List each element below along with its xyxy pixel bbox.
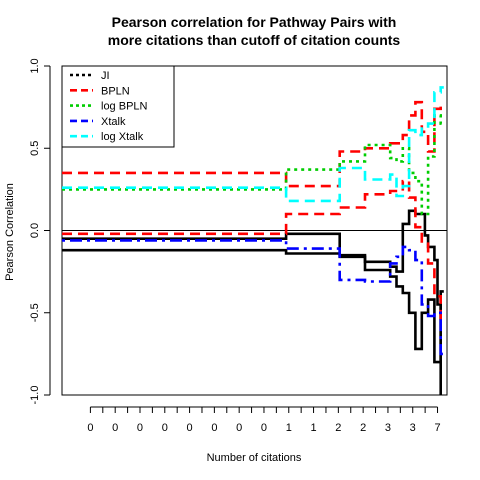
legend-box [61,65,175,148]
x-tick-label-8: 1 [286,422,292,434]
legend-label-4: log Xtalk [101,131,144,143]
x-axis-label: Number of citations [207,452,302,464]
x-tick-label-5: 0 [211,422,217,434]
series-line-6 [62,86,444,203]
x-tick-label-9: 1 [310,422,316,434]
x-tick-label-3: 0 [162,422,168,434]
x-tick-label-10: 2 [335,422,341,434]
x-tick-label-14: 7 [434,422,440,434]
legend-label-1: BPLN [101,85,130,97]
x-tick-label-6: 0 [236,422,242,434]
y-axis-label: Pearson Correlation [4,183,16,281]
y-tick-label-3: 0.5 [29,141,41,156]
legend-label-3: Xtalk [101,116,126,128]
x-tick-label-13: 3 [410,422,416,434]
plot-area: -1.0 -0.5 0.0 0.5 1.0 0 0 0 0 0 0 0 0 1 1 2 2 3 3 7 JI BPLN lo… [29,58,448,434]
series-line-5 [62,239,444,356]
x-tick-label-11: 2 [360,422,366,434]
y-tick-label-4: 1.0 [29,58,41,73]
series-line-4 [62,114,444,216]
x-tick-label-4: 0 [187,422,193,434]
chart-title-line-1: Pearson correlation for Pathway Pairs wi… [112,14,397,30]
series-line-1 [62,248,444,364]
series-line-3 [62,179,444,323]
x-tick-label-1: 0 [112,422,118,434]
y-tick-label-2: 0.0 [29,223,41,238]
x-tick-label-0: 0 [87,422,93,434]
legend-label-2: log BPLN [101,101,148,113]
chart-title-line-2: more citations than cutoff of citation c… [108,32,401,48]
series-line-2 [62,100,444,188]
legend-label-0: JI [101,70,110,82]
series-line-0 [62,209,443,395]
y-tick-label-0: -1.0 [29,386,41,405]
x-tick-label-2: 0 [137,422,143,434]
y-tick-label-1: -0.5 [29,303,41,322]
x-tick-label-7: 0 [261,422,267,434]
x-tick-label-12: 3 [385,422,391,434]
